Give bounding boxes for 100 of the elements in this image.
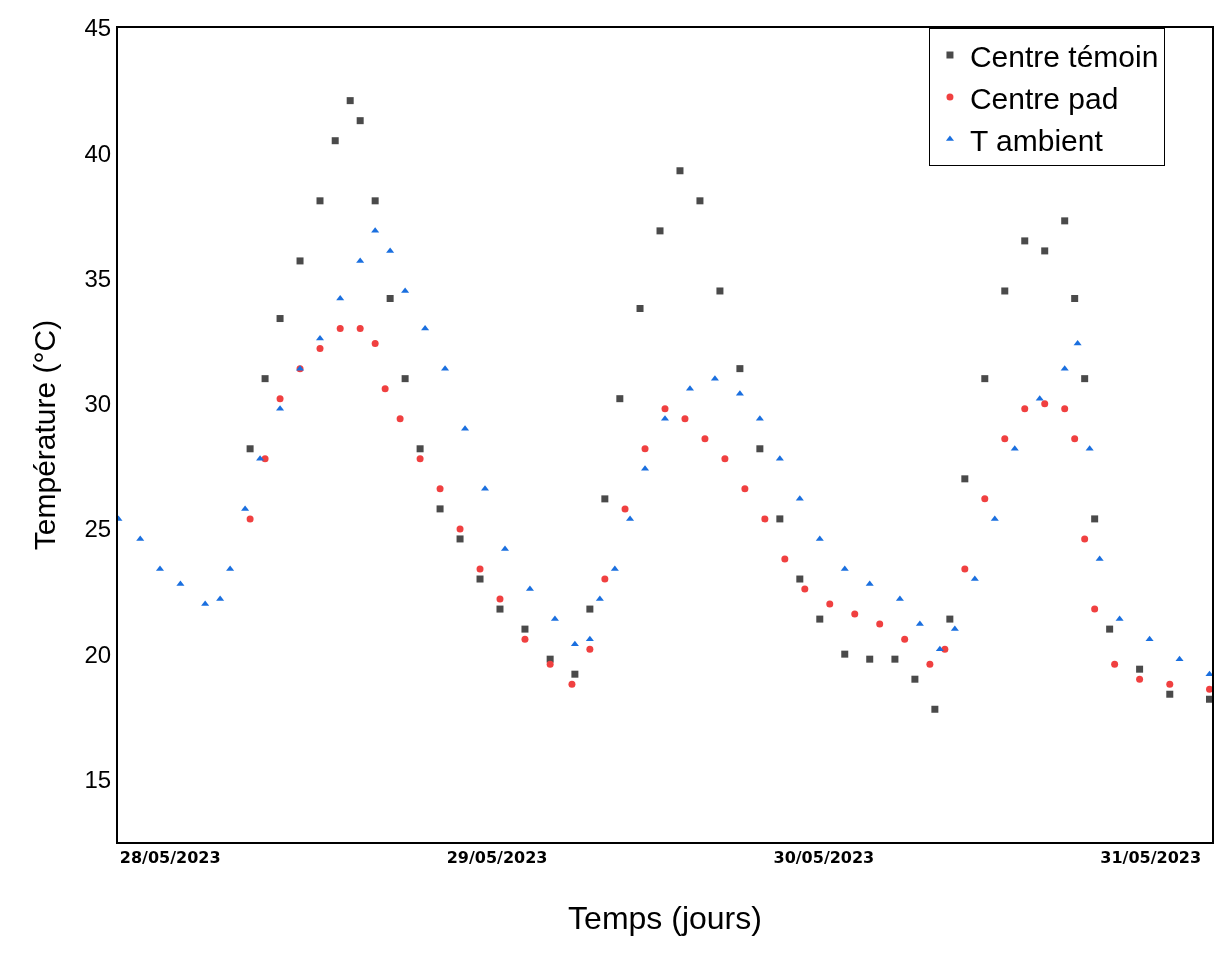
point [851, 610, 859, 618]
point [1206, 685, 1212, 693]
point [396, 415, 404, 423]
point [496, 595, 504, 603]
point [371, 340, 379, 348]
point [1041, 400, 1049, 408]
point [371, 197, 379, 205]
point [901, 635, 909, 643]
point [981, 495, 989, 503]
point [636, 305, 644, 313]
legend-label: Centre pad [969, 81, 1119, 115]
point [1021, 237, 1029, 245]
point [1106, 625, 1114, 633]
point [1021, 405, 1029, 413]
point [1061, 217, 1069, 225]
point [356, 325, 364, 333]
point [381, 385, 389, 393]
point [961, 475, 969, 483]
point [866, 655, 874, 663]
point [456, 535, 464, 543]
point [1081, 375, 1089, 383]
point [586, 645, 594, 653]
legend-label: T ambient [969, 123, 1104, 157]
point [601, 575, 609, 583]
point [761, 515, 769, 523]
point [796, 575, 804, 583]
point [826, 600, 834, 608]
x-tick-label: 31/05/2023 [1100, 848, 1202, 868]
point [756, 445, 764, 453]
point [601, 495, 609, 503]
point [456, 525, 464, 533]
point [716, 287, 724, 295]
point [736, 365, 744, 373]
point [331, 137, 339, 145]
point [1071, 295, 1079, 302]
y-tick-label: 20 [84, 640, 112, 668]
y-tick-label: 40 [84, 139, 112, 167]
y-tick-label: 15 [84, 765, 112, 793]
point [926, 660, 934, 668]
point [1206, 695, 1212, 703]
point [246, 515, 254, 523]
point [571, 670, 579, 678]
point [946, 615, 954, 623]
point [476, 575, 484, 583]
point [656, 227, 664, 235]
point [721, 455, 729, 463]
point [876, 620, 884, 628]
point [436, 485, 444, 493]
point [1166, 690, 1174, 698]
point [1061, 405, 1069, 413]
x-axis-title: Temps (jours) [568, 899, 762, 936]
point [316, 345, 324, 353]
point [296, 257, 304, 265]
point [401, 375, 409, 383]
point [981, 375, 989, 383]
point [246, 445, 254, 453]
point [1001, 287, 1009, 295]
point [476, 565, 484, 573]
point [801, 585, 809, 593]
point [416, 445, 424, 453]
point [776, 515, 784, 523]
point [521, 625, 529, 633]
point [1001, 435, 1009, 443]
point [336, 325, 344, 333]
point [911, 675, 919, 683]
point [261, 455, 269, 463]
point [891, 655, 899, 663]
point [1091, 515, 1099, 523]
point [841, 650, 849, 658]
point [521, 635, 529, 643]
point [276, 315, 284, 323]
x-tick-label: 29/05/2023 [446, 848, 548, 868]
point [661, 405, 669, 413]
x-tick-label: 28/05/2023 [119, 848, 221, 868]
point [316, 197, 324, 205]
point [436, 505, 444, 513]
point [356, 117, 364, 125]
point [616, 395, 624, 403]
point [701, 435, 709, 443]
point [346, 97, 354, 105]
point [1166, 680, 1174, 688]
point [1136, 675, 1144, 683]
point [681, 415, 689, 423]
point [1081, 535, 1089, 543]
point [1091, 605, 1099, 613]
point [781, 555, 789, 563]
y-axis-title: Température (°C) [28, 319, 61, 551]
point [816, 615, 824, 623]
point [641, 445, 649, 453]
y-tick-label: 45 [84, 14, 112, 42]
y-tick-label: 35 [84, 264, 112, 292]
point [621, 505, 629, 513]
point [386, 295, 394, 302]
x-tick-label: 30/05/2023 [773, 848, 875, 868]
point [961, 565, 969, 573]
point [261, 375, 269, 383]
point [568, 680, 576, 688]
point [276, 395, 284, 403]
point [586, 605, 594, 613]
point [1071, 435, 1079, 443]
